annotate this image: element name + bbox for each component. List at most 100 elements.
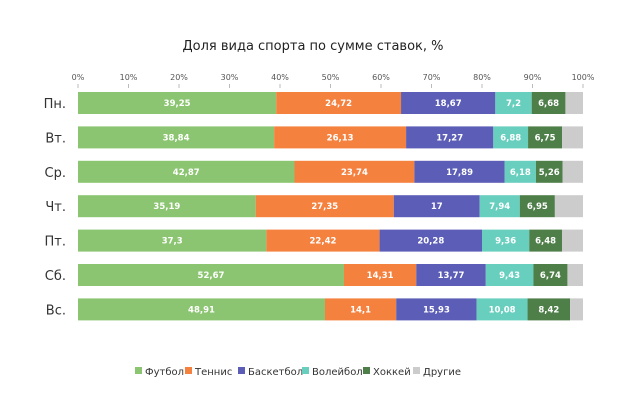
data-label: 38,84: [163, 133, 190, 143]
bar-segment: [533, 264, 568, 286]
legend-label: Другие: [423, 367, 461, 378]
x-tick-label: 0%: [72, 73, 85, 82]
data-label: 26,13: [327, 133, 354, 143]
bar-row: Чт. 35,19 27,35 17 7,94 6,95: [45, 195, 583, 218]
x-tick-label: 10%: [120, 73, 138, 82]
legend-swatch: [135, 367, 142, 374]
bar-segment: [78, 92, 277, 114]
bar-segment: [562, 160, 583, 183]
x-tick-label: 20%: [170, 73, 188, 82]
category-label: Ср.: [45, 166, 66, 181]
data-label: 37,3: [162, 237, 183, 247]
bar-segment: [294, 160, 415, 183]
bar-segment: [78, 264, 344, 286]
bar-row: Вт. 38,84 26,13 17,27 6,88 6,75: [45, 126, 583, 149]
legend-item: Волейбол: [302, 367, 363, 378]
bar-segment: [379, 229, 482, 252]
bars: Пн. 39,25 24,72 18,67 7,2 6,68 Вт. 38,84 26,13 17…: [44, 92, 583, 321]
legend-label: Баскетбол: [248, 367, 303, 378]
bar-row: Пн. 39,25 24,72 18,67 7,2 6,68: [44, 92, 583, 114]
data-label: 7,2: [506, 99, 521, 109]
x-tick-label: 80%: [473, 73, 491, 82]
data-label: 14,31: [367, 271, 394, 281]
bar-segment: [479, 195, 520, 218]
bar-segment: [393, 195, 480, 218]
bar-segment: [527, 298, 571, 321]
x-tick-label: 50%: [322, 73, 340, 82]
data-label: 42,87: [173, 168, 200, 178]
chart-title: Доля вида спорта по сумме ставок, %: [182, 39, 443, 54]
legend-item: Другие: [413, 367, 461, 378]
bar-segment: [343, 264, 417, 286]
legend-label: Теннис: [194, 367, 232, 378]
bar-segment: [561, 229, 583, 252]
legend-swatch: [185, 367, 192, 374]
category-label: Вт.: [45, 131, 66, 146]
legend-swatch: [302, 367, 309, 374]
bar-segment: [324, 298, 397, 321]
data-label: 7,94: [489, 202, 510, 212]
bar-segment: [276, 92, 402, 114]
data-label: 6,95: [527, 202, 548, 212]
data-label: 22,42: [310, 237, 337, 247]
legend-swatch: [363, 367, 370, 374]
bar-segment: [519, 195, 555, 218]
bar-segment: [406, 126, 494, 149]
bar-segment: [554, 195, 583, 218]
data-label: 9,43: [499, 271, 520, 281]
bar-row: Сб. 52,67 14,31 13,77 9,43 6,74: [45, 264, 583, 286]
bar-segment: [504, 160, 536, 183]
category-label: Пн.: [44, 97, 66, 112]
data-label: 23,74: [341, 168, 368, 178]
bar-segment: [531, 92, 566, 114]
bar-segment: [401, 92, 496, 114]
data-label: 6,68: [538, 99, 559, 109]
bar-segment: [495, 92, 532, 114]
bar-segment: [485, 264, 534, 286]
bar-segment: [78, 195, 256, 218]
bar-segment: [274, 126, 407, 149]
data-label: 27,35: [311, 202, 338, 212]
data-label: 39,25: [164, 99, 191, 109]
data-label: 10,08: [489, 305, 516, 315]
bar-segment: [78, 126, 275, 149]
bar-row: Вс. 48,91 14,1 15,93 10,08 8,42: [46, 298, 583, 321]
x-axis: 0% 10% 20% 30% 40% 50% 60% 70% 80% 90% 100%: [72, 73, 595, 88]
x-tick-label: 40%: [271, 73, 289, 82]
data-label: 6,88: [500, 133, 521, 143]
bar-segment: [565, 92, 583, 114]
category-label: Чт.: [45, 200, 66, 215]
legend-swatch: [413, 367, 420, 374]
bar-segment: [78, 298, 325, 321]
bar-segment: [78, 160, 295, 183]
data-label: 6,75: [535, 133, 556, 143]
bar-segment: [266, 229, 380, 252]
data-label: 18,67: [435, 99, 462, 109]
legend-label: Волейбол: [312, 367, 363, 378]
bar-segment: [562, 126, 583, 149]
legend-item: Футбол: [135, 367, 184, 378]
data-label: 24,72: [325, 99, 352, 109]
data-label: 5,26: [539, 168, 560, 178]
category-label: Вс.: [46, 303, 66, 318]
data-label: 6,48: [535, 237, 556, 247]
category-label: Сб.: [45, 269, 66, 284]
data-label: 52,67: [198, 271, 225, 281]
bar-segment: [255, 195, 394, 218]
data-label: 17,89: [446, 168, 473, 178]
legend-item: Баскетбол: [238, 367, 303, 378]
data-label: 6,74: [540, 271, 561, 281]
x-tick-label: 70%: [423, 73, 441, 82]
bar-segment: [482, 229, 530, 252]
bar-row: Ср. 42,87 23,74 17,89 6,18 5,26: [45, 160, 583, 183]
x-tick-label: 90%: [524, 73, 542, 82]
data-label: 20,28: [417, 237, 444, 247]
data-label: 9,36: [495, 237, 516, 247]
x-tick-label: 100%: [572, 73, 595, 82]
data-label: 17,27: [436, 133, 463, 143]
bar-segment: [535, 160, 563, 183]
legend-swatch: [238, 367, 245, 374]
data-label: 14,1: [350, 305, 371, 315]
data-label: 15,93: [423, 305, 450, 315]
